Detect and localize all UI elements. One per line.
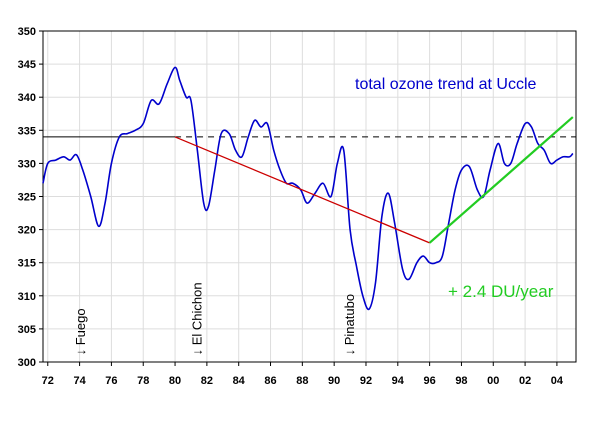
y-tick-label: 320 [18, 225, 36, 237]
x-tick-label: 72 [42, 375, 54, 387]
x-tick-label: 94 [392, 375, 405, 387]
y-tick-label: 340 [18, 92, 36, 104]
chart-title: total ozone trend at Uccle [355, 76, 537, 93]
y-tick-label: 315 [18, 258, 36, 270]
x-tick-label: 80 [169, 375, 181, 387]
x-tick-label: 98 [455, 375, 467, 387]
trend-label: + 2.4 DU/year [448, 282, 554, 301]
ozone-series-line [42, 66, 574, 311]
chart-lines [42, 66, 576, 311]
volcano-annotation: ↓ Pinatubo [342, 294, 357, 355]
annotations: ↓ Fuego ↓ El Chichon ↓ Pinatubo [73, 282, 357, 355]
x-tick-label: 76 [105, 375, 117, 387]
y-tick-label: 310 [18, 291, 36, 303]
y-tick-label: 325 [18, 192, 36, 204]
x-tick-label: 86 [264, 375, 276, 387]
y-tick-label: 345 [18, 59, 36, 71]
x-tick-label: 84 [233, 375, 246, 387]
x-tick-label: 02 [519, 375, 531, 387]
x-tick-label: 82 [201, 375, 213, 387]
y-tick-label: 335 [18, 125, 36, 137]
y-tick-label: 330 [18, 158, 36, 170]
volcano-annotation: ↓ Fuego [73, 308, 88, 355]
trend-line-decline [174, 136, 430, 244]
x-tick-label: 88 [296, 375, 308, 387]
y-tick-label: 300 [18, 357, 36, 369]
x-tick-label: 04 [551, 375, 564, 387]
trend-line-recovery [428, 116, 574, 244]
x-tick-label: 00 [487, 375, 499, 387]
y-axis: 300 305 310 315 320 325 330 335 340 345 350 [18, 26, 43, 369]
x-tick-label: 74 [73, 375, 86, 387]
x-axis: 72 74 76 78 80 82 84 86 88 90 92 94 96 98 00 02 04 [42, 362, 564, 387]
y-tick-label: 305 [18, 324, 36, 336]
y-tick-label: 350 [18, 26, 36, 38]
x-tick-label: 92 [360, 375, 372, 387]
grid [43, 31, 576, 362]
x-tick-label: 90 [328, 375, 340, 387]
volcano-annotation: ↓ El Chichon [189, 282, 204, 355]
x-tick-label: 96 [423, 375, 435, 387]
x-tick-label: 78 [137, 375, 149, 387]
